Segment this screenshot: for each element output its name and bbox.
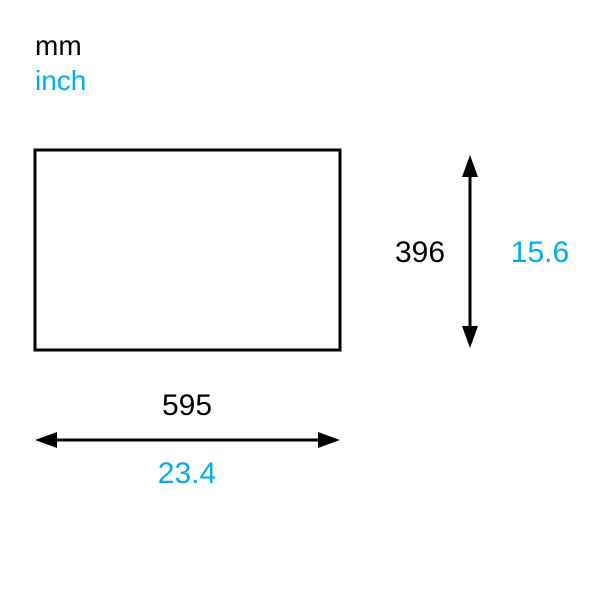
width-dimension-arrow bbox=[35, 432, 340, 448]
height-dimension-arrow bbox=[462, 155, 478, 348]
legend-mm-label: mm bbox=[35, 30, 82, 61]
dimension-diagram: mm inch 595 23.4 396 15.6 bbox=[0, 0, 600, 600]
height-inch-value: 15.6 bbox=[511, 236, 569, 269]
dimension-rectangle bbox=[35, 150, 340, 350]
width-inch-value: 23.4 bbox=[158, 457, 216, 490]
width-mm-value: 595 bbox=[162, 389, 212, 422]
legend-inch-label: inch bbox=[35, 65, 86, 96]
height-mm-value: 396 bbox=[395, 236, 445, 269]
